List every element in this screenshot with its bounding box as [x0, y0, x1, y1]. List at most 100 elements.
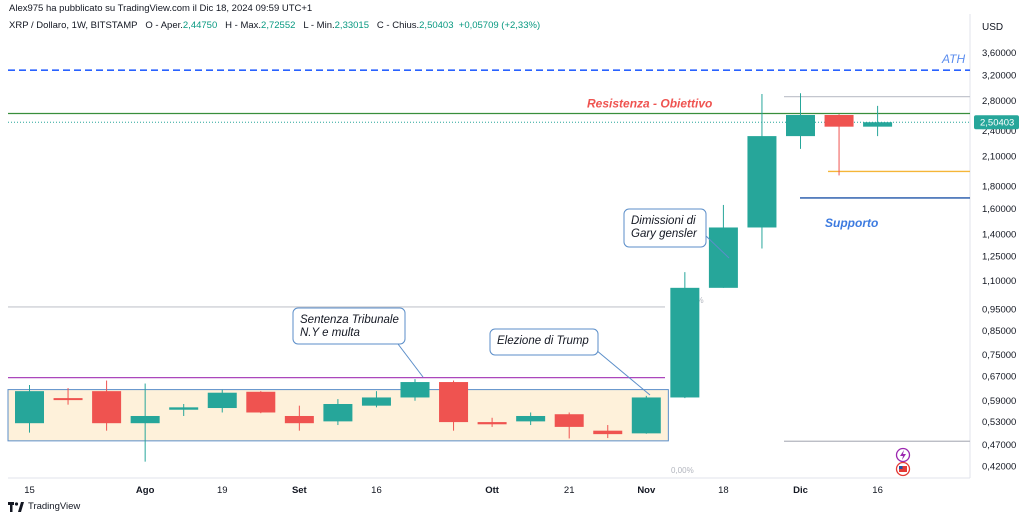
y-tick-label: 3,60000: [982, 48, 1016, 59]
candle: [130, 383, 160, 462]
candle-body: [400, 382, 430, 398]
candle: [786, 93, 815, 149]
current-price-tag: [974, 115, 1019, 130]
support-label: Supporto: [825, 216, 878, 230]
candle-body: [361, 397, 391, 406]
candle: [92, 380, 122, 431]
candle-body: [708, 227, 738, 288]
x-tick-label: 16: [371, 485, 382, 496]
x-tick-label: Dic: [793, 485, 808, 496]
candle: [516, 412, 546, 426]
candle: [400, 379, 430, 401]
candle: [207, 389, 237, 413]
tradingview-logo-icon: [8, 501, 24, 512]
y-tick-label: 0,67000: [982, 372, 1016, 383]
publish-info: Alex975 ha pubblicato su TradingView.com…: [9, 3, 313, 14]
callout-text: Elezione di Trump: [497, 335, 589, 347]
candle-body: [130, 415, 160, 424]
ohlc-legend: XRP / Dollaro, 1W, BITSTAMP O - Aper.2,4…: [9, 20, 540, 31]
candle: [477, 417, 507, 427]
y-tick-label: 1,60000: [982, 204, 1016, 215]
candle: [323, 399, 353, 426]
candle: [747, 93, 777, 249]
candle: [15, 385, 44, 433]
y-tick-label: 0,53000: [982, 417, 1016, 428]
candle-body: [92, 391, 122, 424]
callout-box: [489, 328, 599, 356]
x-tick-label: 16: [872, 485, 883, 496]
x-tick-label: Ago: [136, 485, 155, 496]
annotation-callout: Elezione di Trump: [489, 328, 651, 396]
x-tick-label: 18: [718, 485, 729, 496]
y-tick-label: 0,59000: [982, 396, 1016, 407]
y-tick-label: 2,80000: [982, 96, 1016, 107]
close-label: C - Chius.: [376, 20, 420, 31]
x-tick-label: 19: [217, 485, 228, 496]
low-value: 2,33015: [334, 20, 369, 31]
y-tick-label: 0,85000: [982, 326, 1016, 337]
y-tick-label: 2,10000: [982, 152, 1016, 163]
open-value: 2,44750: [182, 20, 218, 31]
y-tick-label: 0,75000: [982, 350, 1016, 361]
symbol-label: XRP / Dollaro, 1W, BITSTAMP: [9, 20, 138, 31]
candle-body: [207, 392, 237, 409]
candle: [439, 380, 469, 431]
x-tick-label: Nov: [637, 485, 656, 496]
callout-box: [292, 307, 406, 345]
close-value: 2,50403: [419, 20, 454, 31]
candle: [670, 272, 700, 399]
footer-branding: TradingView: [8, 501, 80, 512]
candle-body: [169, 407, 199, 410]
y-tick-label: 0,42000: [982, 462, 1016, 473]
candle: [169, 403, 199, 416]
callout-text: N.Y e multa: [300, 327, 360, 339]
candle-body: [53, 398, 83, 401]
event-flash-icon: [895, 447, 911, 463]
candle: [554, 412, 584, 439]
callout-pointer: [397, 343, 424, 378]
candle: [284, 405, 314, 431]
x-tick-label: 15: [24, 485, 35, 496]
candle-body: [477, 422, 507, 425]
y-tick-label: 0,47000: [982, 440, 1016, 451]
y-tick-label: 1,10000: [982, 276, 1016, 287]
y-tick-label: 0,95000: [982, 304, 1016, 315]
current-price-label: 2,50403: [980, 118, 1014, 129]
candle: [631, 395, 661, 434]
candle-body: [323, 403, 353, 422]
x-tick-label: 21: [564, 485, 575, 496]
y-tick-label: 1,80000: [982, 181, 1016, 192]
currency-label: USD: [982, 22, 1004, 33]
fib-0-label: 0,00%: [671, 466, 694, 475]
candle-body: [284, 415, 314, 424]
y-tick-label: 1,40000: [982, 230, 1016, 241]
callout-text: Sentenza Tribunale: [300, 314, 399, 326]
candle: [361, 391, 391, 408]
candle: [824, 114, 854, 176]
candle-body: [593, 430, 623, 435]
callout-text: Dimissioni di: [631, 215, 696, 227]
low-label: L - Min.: [303, 20, 335, 31]
candle: [246, 391, 276, 414]
y-tick-label: 2,40000: [982, 126, 1016, 137]
candle: [53, 388, 83, 405]
resistance-label: Resistenza - Obiettivo: [587, 97, 712, 111]
x-tick-label: Set: [292, 485, 308, 496]
candle-body: [786, 114, 815, 137]
y-tick-label: 3,20000: [982, 70, 1016, 81]
candle-body: [747, 136, 777, 228]
change-value: +0,05709 (+2,33%): [458, 20, 541, 31]
y-tick-label: 1,25000: [982, 252, 1016, 263]
brand-label: TradingView: [28, 501, 81, 512]
candle: [863, 105, 893, 137]
callout-pointer: [705, 235, 730, 259]
callout-text: Gary gensler: [631, 228, 698, 240]
high-label: H - Max.: [225, 20, 262, 31]
candle: [593, 425, 623, 439]
ath-label: ATH: [941, 52, 965, 66]
callout-pointer: [595, 349, 651, 396]
candle-body: [439, 382, 469, 423]
